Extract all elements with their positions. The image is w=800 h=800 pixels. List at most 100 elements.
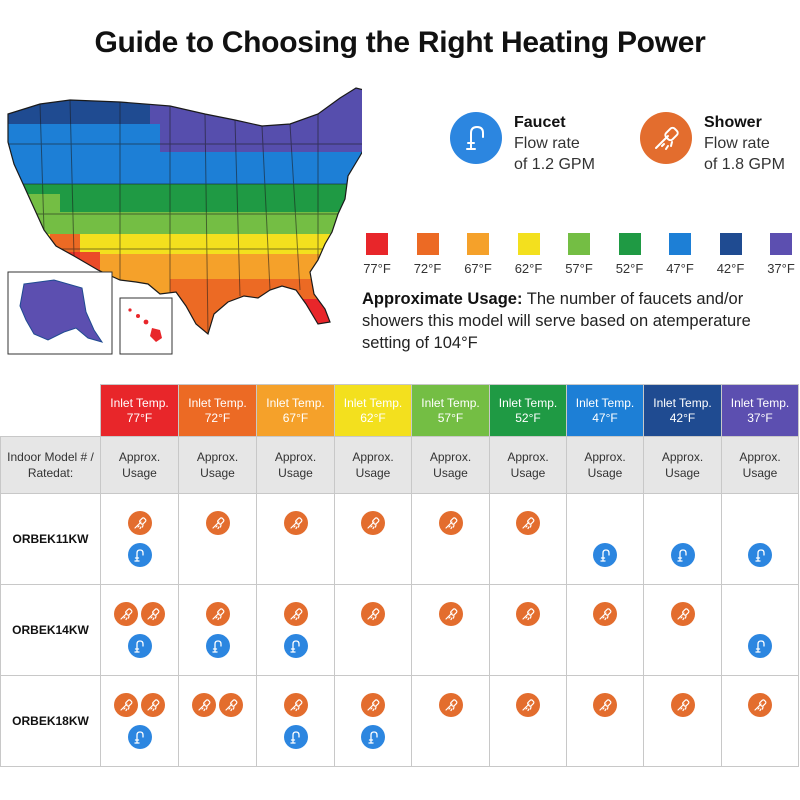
faucet-icon <box>670 543 695 567</box>
inlet-temp-value: 67°F <box>282 410 309 425</box>
temp-swatch-label: 52°F <box>615 261 644 276</box>
legend-faucet: Faucet Flow rate of 1.2 GPM <box>450 112 595 175</box>
inlet-temp-header: Inlet Temp. 72°F <box>178 384 257 437</box>
inlet-temp-value: 57°F <box>437 410 464 425</box>
temp-swatch-label: 67°F <box>464 261 492 276</box>
usage-cell <box>256 675 335 767</box>
shower-icon <box>670 693 695 717</box>
temp-swatch-label: 47°F <box>666 261 694 276</box>
inlet-temp-value: 37°F <box>747 410 773 425</box>
shower-icon <box>640 112 692 164</box>
approx-usage-header: Approx. Usage <box>411 436 490 494</box>
usage-note-title: Approximate Usage: <box>362 290 523 308</box>
usage-cell <box>566 584 644 676</box>
shower-icon <box>593 602 617 626</box>
shower-label: Shower <box>704 114 762 131</box>
shower-icon <box>748 693 772 717</box>
shower-flow-line1: Flow rate <box>704 135 770 152</box>
approx-usage-label: Approx. Usage <box>429 450 472 480</box>
usage-cell <box>566 493 644 585</box>
inlet-temp-label: Inlet Temp. <box>653 395 712 410</box>
faucet-icon <box>450 112 502 164</box>
page-title: Guide to Choosing the Right Heating Powe… <box>94 26 706 59</box>
shower-icon <box>516 602 540 626</box>
inlet-temp-header: Inlet Temp. 77°F <box>100 384 179 437</box>
model-name: ORBEK14KW <box>0 584 101 676</box>
shower-icon <box>114 602 138 626</box>
shower-icon <box>438 511 463 535</box>
usage-cell <box>721 493 799 585</box>
model-name: ORBEK18KW <box>0 675 101 767</box>
approx-usage-label: Approx. Usage <box>352 450 394 480</box>
approx-usage-label: Approx. Usage <box>196 450 239 480</box>
shower-icon <box>516 511 540 535</box>
temp-swatch-label: 77°F <box>363 261 391 276</box>
usage-cell <box>334 493 412 585</box>
shower-icon <box>192 693 216 717</box>
inlet-temp-header: Inlet Temp. 67°F <box>256 384 335 437</box>
usage-cell <box>721 675 799 767</box>
usage-cell <box>643 493 722 585</box>
temp-swatch-label: 57°F <box>565 261 593 276</box>
temp-swatch-label: 42°F <box>716 261 745 276</box>
inlet-temp-header: Inlet Temp. 52°F <box>489 384 567 437</box>
faucet-icon <box>205 634 230 658</box>
usage-cell <box>178 493 257 585</box>
usage-cell <box>411 584 490 676</box>
approx-usage-header: Approx. Usage <box>489 436 567 494</box>
usage-note-text: The number of faucets and/or showers thi… <box>362 290 751 352</box>
faucet-icon <box>593 543 617 567</box>
approx-usage-label: Approx. Usage <box>118 450 161 480</box>
shower-icon <box>670 602 695 626</box>
shower-icon <box>141 693 165 717</box>
shower-icon <box>438 602 463 626</box>
table-row: ORBEK11KW <box>0 493 799 585</box>
inlet-temp-value: 47°F <box>592 410 618 425</box>
temp-swatch-label: 62°F <box>514 261 543 276</box>
shower-icon <box>219 693 243 717</box>
approx-usage-label: Approx. Usage <box>739 450 781 480</box>
usage-cell <box>178 584 257 676</box>
usage-cell <box>256 584 335 676</box>
approx-usage-label: Approx. Usage <box>507 450 549 480</box>
usage-cell <box>643 675 722 767</box>
shower-icon <box>141 602 165 626</box>
shower-icon <box>283 602 308 626</box>
usage-note: Approximate Usage: The number of faucets… <box>362 288 794 354</box>
faucet-icon <box>283 725 308 749</box>
table-row: ORBEK14KW <box>0 584 799 676</box>
inlet-temp-label: Inlet Temp. <box>575 395 635 410</box>
usage-cell <box>411 493 490 585</box>
inlet-temp-header-row: Inlet Temp. 77°F Inlet Temp. 72°F Inlet Temp… <box>0 384 799 437</box>
inlet-temp-label: Inlet Temp. <box>343 395 403 410</box>
faucet-icon <box>361 725 385 749</box>
faucet-icon <box>127 725 152 749</box>
approx-usage-header: Approx. Usage <box>100 436 179 494</box>
shower-icon <box>205 511 230 535</box>
inlet-temp-label: Inlet Temp. <box>188 395 247 410</box>
shower-icon <box>361 602 385 626</box>
temp-swatch <box>618 233 641 255</box>
temp-swatch-label: 72°F <box>413 261 442 276</box>
usage-cell <box>100 584 179 676</box>
temp-swatch <box>669 233 691 255</box>
shower-icon <box>516 693 540 717</box>
usage-header-row: Indoor Model # / Ratedat: Approx. Usage A… <box>0 436 799 494</box>
inlet-temp-value: 77°F <box>126 410 153 425</box>
usage-cell <box>489 493 567 585</box>
shower-icon <box>205 602 230 626</box>
usage-cell <box>643 584 722 676</box>
inlet-temp-header: Inlet Temp. 62°F <box>334 384 412 437</box>
shower-icon <box>361 511 385 535</box>
approx-usage-header: Approx. Usage <box>334 436 412 494</box>
approx-usage-header: Approx. Usage <box>643 436 722 494</box>
inlet-temp-label: Inlet Temp. <box>498 395 558 410</box>
inlet-temp-label: Inlet Temp. <box>730 395 790 410</box>
model-header: Indoor Model # / Ratedat: <box>0 436 101 494</box>
temp-swatch <box>517 233 540 255</box>
approx-usage-header: Approx. Usage <box>566 436 644 494</box>
temp-swatch <box>770 233 792 255</box>
temp-swatch <box>719 233 742 255</box>
inlet-temp-header: Inlet Temp. 42°F <box>643 384 722 437</box>
usage-cell <box>334 584 412 676</box>
